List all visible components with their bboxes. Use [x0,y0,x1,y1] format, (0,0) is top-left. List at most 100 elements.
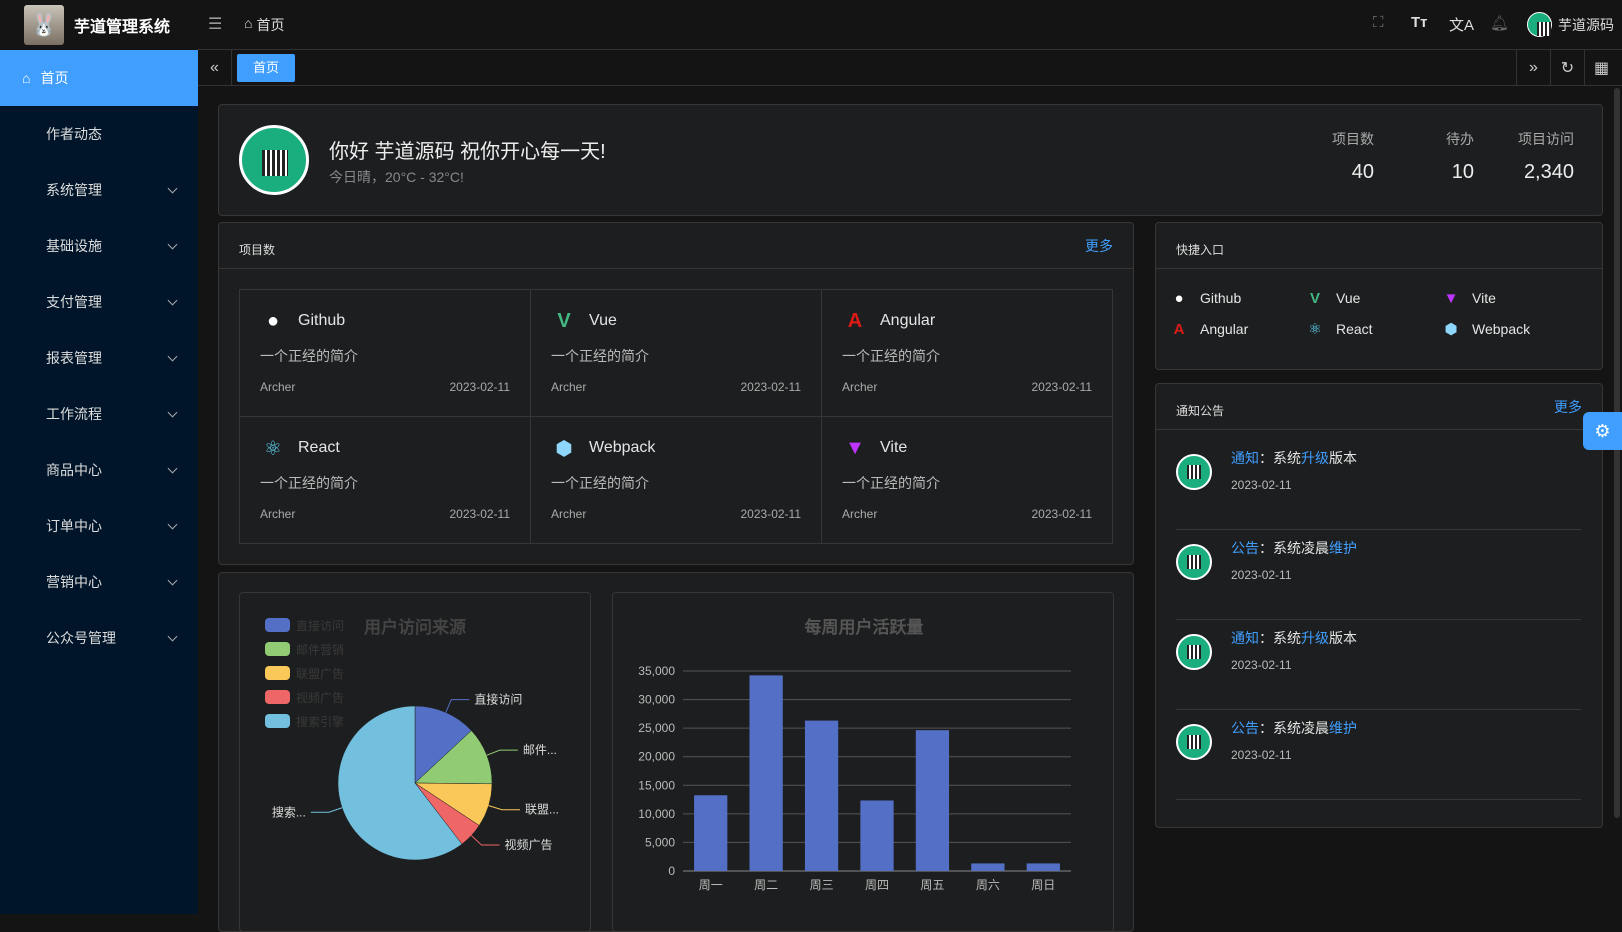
project-author: Archer [260,380,296,394]
pie-slice[interactable] [414,730,493,785]
font-size-icon[interactable]: Tт [1411,14,1428,31]
react-icon: ⚛ [264,437,282,460]
project-date: 2023-02-11 [449,507,511,521]
bar[interactable] [1026,863,1060,871]
stat-value: 10 [1451,161,1474,183]
project-item[interactable]: ⚛ React 一个正经的简介 Archer 2023-02-11 [239,416,531,544]
project-item[interactable]: ● Github 一个正经的简介 Archer 2023-02-11 [239,289,531,417]
avatar [239,125,309,195]
pie-label: 搜索... [272,804,306,819]
sidebar-item[interactable]: ⌂ 首页 [0,50,198,106]
quick-entry-item[interactable]: ⬢ Webpack [1442,320,1530,338]
project-desc: 一个正经的简介 [260,348,358,364]
weather: 今日晴，20°C - 32°C! [329,169,464,185]
bar[interactable] [860,800,894,871]
notice-type: 通知 [1231,630,1259,646]
pie-label-line [488,805,520,811]
legend-swatch[interactable] [265,618,290,632]
grid-menu-button[interactable]: ▦ [1584,50,1618,86]
quick-entry-item[interactable]: V Vue [1306,289,1360,307]
quick-entry-item[interactable]: ▼ Vite [1442,289,1496,307]
chevron-down-icon [167,407,178,417]
card-title: 快捷入口 [1176,243,1225,257]
legend-swatch[interactable] [265,642,290,656]
project-item[interactable]: ▼ Vite 一个正经的简介 Archer 2023-02-11 [821,416,1113,544]
quick-entry-item[interactable]: ⚛ React [1306,320,1372,338]
chevron-down-icon [167,351,178,361]
quick-entry-item[interactable]: A Angular [1170,320,1249,338]
scroll-right-button[interactable]: » [1516,50,1550,86]
notice-item[interactable]: 公告：系统凌晨维护 2023-02-11 [1176,710,1581,800]
settings-gear-icon[interactable]: ⚙ [1583,412,1622,450]
bar[interactable] [971,863,1005,871]
legend-swatch[interactable] [265,666,290,680]
notice-item[interactable]: 通知：系统升级版本 2023-02-11 [1176,440,1581,530]
tab-bar: « 首页 » ↻ ▦ [198,50,1622,86]
legend-label[interactable]: 搜索引擎 [296,714,344,729]
more-link[interactable]: 更多 [1554,398,1582,415]
quick-entry-item[interactable]: ● Github [1170,289,1241,307]
legend-label[interactable]: 直接访问 [296,618,344,633]
legend-swatch[interactable] [265,714,290,728]
notice-date: 2023-02-11 [1231,658,1292,672]
stat-label: 项目访问 [1518,131,1574,147]
scroll-left-button[interactable]: « [198,50,232,86]
scrollbar[interactable] [1614,88,1620,818]
pie-slice[interactable] [414,705,472,784]
sidebar-item[interactable]: 基础设施 [0,218,198,274]
vite-icon: ▼ [845,436,865,459]
bar[interactable] [694,795,728,871]
logo-area[interactable]: 🐰 芋道管理系统 [0,0,198,50]
project-item[interactable]: ⬢ Webpack 一个正经的简介 Archer 2023-02-11 [530,416,822,544]
x-tick-label: 周三 [810,878,834,892]
bell-icon[interactable]: 🔔︎ [1490,15,1510,32]
bar[interactable] [804,720,839,871]
sidebar-item-label: 工作流程 [46,406,102,422]
tab-home[interactable]: 首页 [237,54,296,82]
sidebar-item[interactable]: 工作流程 [0,386,198,442]
sidebar-item[interactable]: 订单中心 [0,498,198,554]
sidebar-item[interactable]: 报表管理 [0,330,198,386]
bar[interactable] [749,675,783,871]
pie-label-line [445,699,470,713]
stat-value: 2,340 [1523,161,1574,183]
github-icon: ● [266,309,280,332]
logo-image: 🐰 [24,5,64,45]
project-item[interactable]: V Vue 一个正经的简介 Archer 2023-02-11 [530,289,822,417]
more-link[interactable]: 更多 [1085,237,1113,254]
legend-label[interactable]: 视频广告 [296,690,344,705]
translate-icon[interactable]: 文A [1449,17,1475,34]
fullscreen-icon[interactable]: ⛶ [1373,14,1384,31]
refresh-button[interactable]: ↻ [1550,50,1584,86]
notice-item[interactable]: 通知：系统升级版本 2023-02-11 [1176,620,1581,710]
chevron-down-icon [167,631,178,641]
project-name: Angular [880,312,936,329]
project-item[interactable]: A Angular 一个正经的简介 Archer 2023-02-11 [821,289,1113,417]
sidebar-item[interactable]: 作者动态 [0,106,198,162]
react-icon: ⚛ [1308,321,1322,338]
notice-highlight: 升级 [1301,450,1329,466]
legend-swatch[interactable] [265,690,290,704]
sidebar-item[interactable]: 商品中心 [0,442,198,498]
avatar [1527,12,1552,37]
sidebar-item[interactable]: 系统管理 [0,162,198,218]
user-menu[interactable]: 芋道源码 [1527,12,1614,37]
webpack-icon: ⬢ [555,437,573,460]
project-date: 2023-02-11 [1031,507,1093,521]
bar[interactable] [915,730,950,871]
menu-toggle-icon[interactable]: ☰ [208,16,223,33]
legend-label[interactable]: 邮件营销 [296,643,344,657]
sidebar-item[interactable]: 支付管理 [0,274,198,330]
breadcrumb-home[interactable]: 首页 [256,17,285,33]
notice-item[interactable]: 公告：系统凌晨维护 2023-02-11 [1176,530,1581,620]
legend-label[interactable]: 联盟广告 [296,667,344,681]
avatar [1176,544,1212,580]
sidebar-item[interactable]: 公众号管理 [0,610,198,666]
project-author: Archer [842,380,878,394]
x-tick-label: 周六 [976,878,1000,892]
sidebar-item[interactable]: 营销中心 [0,554,198,610]
notice-date: 2023-02-11 [1231,478,1292,492]
vite-icon: ▼ [1443,289,1459,307]
breadcrumb[interactable]: ⌂ 首页 [244,15,284,35]
quick-entry-label: Vite [1472,290,1496,306]
